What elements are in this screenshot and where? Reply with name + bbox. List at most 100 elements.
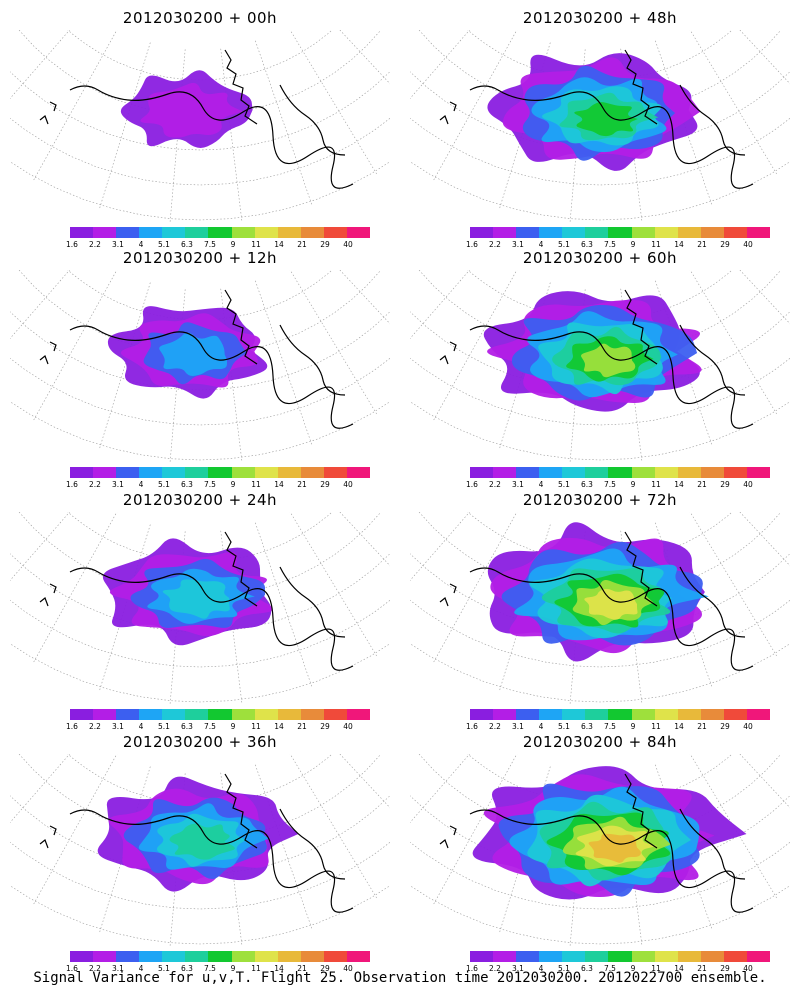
colorbar-swatch: [93, 951, 117, 962]
coastlines: [439, 289, 754, 429]
colorbar: [70, 467, 371, 478]
colorbar-swatch: [300, 951, 324, 962]
colorbar: [70, 227, 371, 238]
colorbar-tick-label: 2.2: [489, 240, 501, 249]
panel-title: 2012030200 + 72h: [522, 491, 678, 509]
colorbar: [70, 951, 371, 962]
colorbar-swatch: [277, 467, 301, 478]
colorbar-swatch: [723, 709, 747, 720]
colorbar-tick-label: 3.1: [512, 964, 524, 973]
colorbar-swatch: [231, 227, 255, 238]
variance-field: [102, 538, 273, 646]
colorbar-swatch: [93, 467, 117, 478]
colorbar-labels: 1.6 2.2 3.1 4 5.1 6.3 7.5 9 11 14 21 29 40: [466, 722, 770, 732]
polar-map: [410, 512, 790, 706]
colorbar-tick-label: 21: [297, 964, 307, 973]
colorbar-swatch: [493, 709, 517, 720]
colorbar-swatch: [323, 951, 347, 962]
colorbar-tick-label: 1.6: [66, 240, 78, 249]
colorbar-tick-label: 5.1: [558, 722, 570, 731]
colorbar-swatch: [470, 951, 494, 962]
colorbar-swatch: [470, 227, 494, 238]
colorbar-swatch: [539, 709, 563, 720]
colorbar-swatch: [746, 467, 771, 478]
colorbar-tick-label: 40: [743, 240, 753, 249]
colorbar-labels: 1.6 2.2 3.1 4 5.1 6.3 7.5 9 11 14 21 29 40: [66, 722, 370, 732]
colorbar: [470, 227, 771, 238]
colorbar-swatch: [139, 951, 163, 962]
colorbar-swatch: [70, 227, 94, 238]
colorbar-swatch: [631, 951, 655, 962]
colorbar-tick-label: 4: [538, 240, 544, 249]
colorbar-tick-label: 7.5: [204, 480, 216, 489]
colorbar-tick-label: 5.1: [558, 964, 570, 973]
colorbar-swatch: [185, 227, 209, 238]
figure-caption: Signal Variance for u,v,T. Flight 25. Ob…: [33, 970, 767, 986]
map-panel: 2012030200 + 48h 1.6 2.2 3.1 4 5.1 6.3 7.5 9 11 14…: [410, 8, 790, 249]
colorbar-swatch: [700, 467, 724, 478]
colorbar-swatch: [208, 467, 232, 478]
coastlines: [439, 531, 754, 671]
colorbar-swatch: [562, 709, 586, 720]
colorbar-tick-label: 1.6: [66, 722, 78, 731]
colorbar-swatch: [208, 227, 232, 238]
colorbar-swatch: [677, 227, 701, 238]
colorbar-tick-label: 11: [251, 722, 261, 731]
colorbar-swatch: [493, 467, 517, 478]
colorbar-tick-label: 4: [138, 480, 144, 489]
colorbar-tick-label: 4: [538, 964, 544, 973]
colorbar-swatch: [562, 227, 586, 238]
colorbar-swatch: [300, 467, 324, 478]
colorbar-tick-label: 9: [630, 240, 636, 249]
colorbar-tick-label: 5.1: [158, 964, 170, 973]
colorbar-tick-label: 21: [697, 964, 707, 973]
coastlines: [439, 49, 754, 189]
colorbar-swatch: [723, 227, 747, 238]
colorbar-swatch: [539, 467, 563, 478]
colorbar-swatch: [139, 709, 163, 720]
colorbar-swatch: [208, 709, 232, 720]
colorbar-swatch: [608, 951, 632, 962]
map-panel: 2012030200 + 36h 1.6 2.2 3.1 4 5.1 6.3 7.5 9 11 14…: [10, 732, 390, 973]
colorbar-tick-label: 21: [297, 240, 307, 249]
colorbar-swatch: [70, 709, 94, 720]
colorbar-tick-label: 14: [674, 964, 684, 973]
colorbar-swatch: [516, 467, 540, 478]
colorbar-swatch: [254, 709, 278, 720]
colorbar-tick-label: 2.2: [89, 240, 101, 249]
colorbar-tick-label: 21: [297, 722, 307, 731]
colorbar-tick-label: 5.1: [558, 480, 570, 489]
colorbar-tick-label: 9: [630, 480, 636, 489]
colorbar-swatch: [300, 709, 324, 720]
polar-map: [10, 512, 390, 706]
colorbar-labels: 1.6 2.2 3.1 4 5.1 6.3 7.5 9 11 14 21 29 40: [66, 480, 370, 490]
colorbar-tick-label: 40: [743, 722, 753, 731]
colorbar: [70, 709, 371, 720]
variance-field: [97, 776, 299, 892]
colorbar-tick-label: 9: [230, 722, 236, 731]
colorbar-swatch: [139, 227, 163, 238]
colorbar-tick-label: 29: [720, 240, 730, 249]
colorbar-labels: 1.6 2.2 3.1 4 5.1 6.3 7.5 9 11 14 21 29 40: [66, 240, 370, 250]
colorbar: [470, 709, 771, 720]
colorbar-tick-label: 2.2: [89, 722, 101, 731]
colorbar-tick-label: 40: [343, 722, 353, 731]
colorbar-tick-label: 3.1: [512, 480, 524, 489]
map-panel: 2012030200 + 24h 1.6 2.2 3.1 4 5.1 6.3 7.5 9 11 14…: [10, 490, 390, 732]
panel-title: 2012030200 + 60h: [522, 249, 678, 267]
colorbar-tick-label: 40: [343, 240, 353, 249]
colorbar-tick-label: 4: [138, 722, 144, 731]
colorbar-swatch: [116, 227, 140, 238]
colorbar-swatch: [346, 227, 371, 238]
colorbar-swatch: [254, 227, 278, 238]
polar-map: [410, 30, 790, 224]
colorbar-swatch: [539, 227, 563, 238]
map-panel: 2012030200 + 00h 1.6 2.2 3.1 4 5.1 6.3 7.5 9 11 14…: [10, 8, 390, 250]
colorbar-tick-label: 14: [274, 964, 284, 973]
colorbar-swatch: [116, 951, 140, 962]
panel-title: 2012030200 + 36h: [122, 733, 278, 751]
colorbar-swatch: [323, 467, 347, 478]
colorbar-tick-label: 11: [251, 480, 261, 489]
colorbar-swatch: [677, 467, 701, 478]
colorbar-tick-label: 6.3: [581, 964, 593, 973]
